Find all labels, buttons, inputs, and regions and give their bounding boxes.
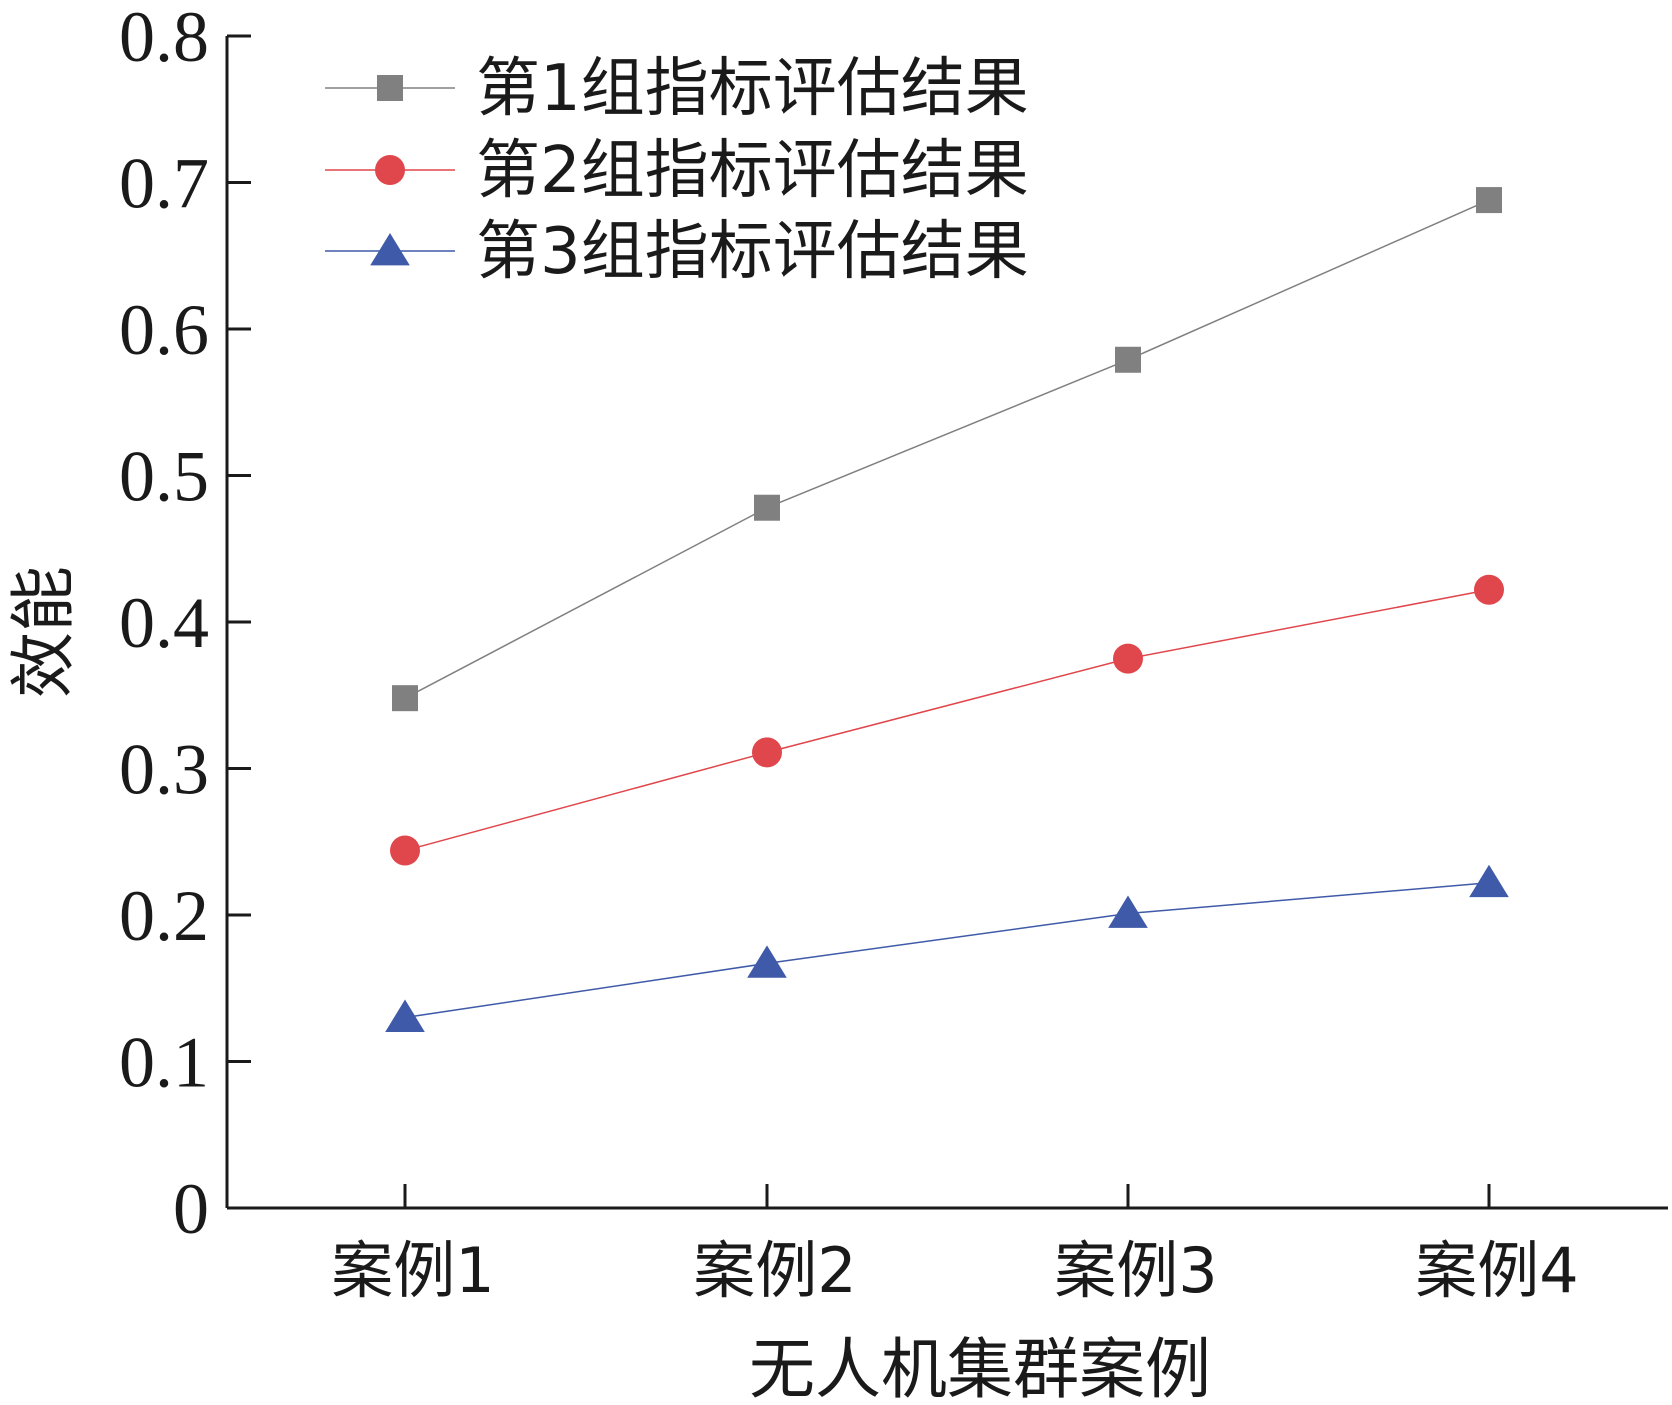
y-axis-title: 效能 [5, 566, 82, 698]
legend-label: 第1组指标评估结果 [476, 52, 1029, 126]
legend-marker [370, 233, 410, 266]
axes: 0 0.1 0.2 0.3 0.4 0.5 0.6 0.7 0.8 案例1 案例2 案例3 案例4 [119, 0, 1668, 1307]
series-1-line [404, 199, 1490, 699]
series-2 [390, 574, 1504, 866]
series-3-point [747, 945, 787, 978]
y-tick-label: 0.8 [119, 0, 209, 77]
x-tick-label: 案例3 [1054, 1234, 1217, 1307]
series-1-point [1476, 187, 1502, 214]
series-3-point [385, 999, 425, 1032]
y-tick-label: 0.6 [119, 290, 209, 370]
series-2-point [1113, 643, 1143, 674]
x-axis-title: 无人机集群案例 [749, 1331, 1211, 1405]
series-1-point [754, 494, 780, 521]
series-2-point [752, 737, 782, 768]
legend-entry-2: 第2组指标评估结果 [325, 134, 1029, 208]
series-2-point [1474, 574, 1504, 605]
legend-entry-3: 第3组指标评估结果 [325, 215, 1029, 289]
legend-marker [375, 155, 405, 185]
x-tick-label: 案例1 [331, 1234, 494, 1307]
y-tick-label: 0.4 [119, 583, 209, 663]
series-3-line [404, 882, 1490, 1019]
legend-entry-1: 第1组指标评估结果 [325, 52, 1029, 126]
y-tick-label: 0.7 [119, 144, 209, 224]
y-tick-label: 0.2 [119, 876, 209, 956]
legend-label: 第3组指标评估结果 [476, 215, 1029, 289]
x-tick-label: 案例4 [1415, 1234, 1578, 1307]
legend-label: 第2组指标评估结果 [476, 134, 1029, 208]
series-3 [385, 864, 1509, 1032]
legend-marker [377, 75, 403, 101]
series-1-point [1115, 346, 1141, 373]
y-tick-label: 0.1 [119, 1023, 209, 1103]
series-3-point [1108, 895, 1148, 928]
series-2-line [404, 589, 1490, 852]
y-tick-label: 0.5 [119, 437, 209, 517]
x-tick-label: 案例2 [693, 1234, 856, 1307]
series-1 [392, 187, 1502, 712]
series-2-point [390, 835, 420, 866]
y-tick-label: 0.3 [119, 730, 209, 810]
series-1-point [392, 685, 418, 712]
y-tick-label: 0 [173, 1169, 209, 1249]
series-group [385, 187, 1509, 1032]
series-3-point [1469, 864, 1509, 898]
